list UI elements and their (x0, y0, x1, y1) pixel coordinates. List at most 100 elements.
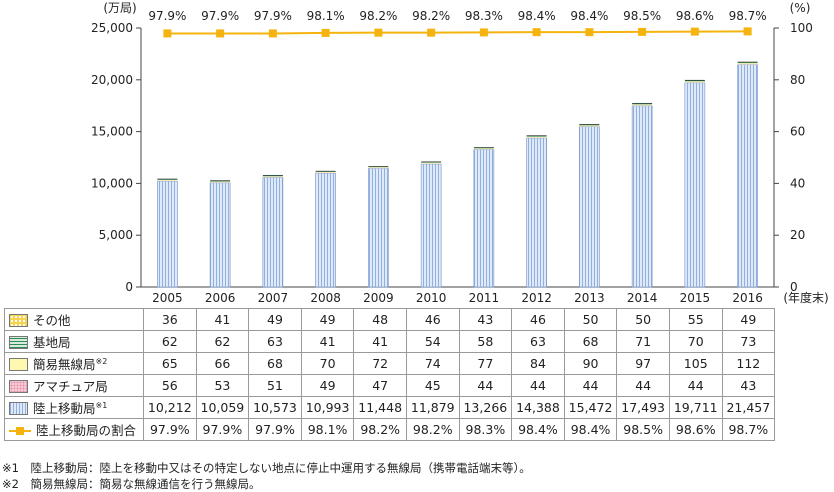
table-cell: 112 (721, 352, 776, 375)
bar-segment-simple (210, 181, 231, 183)
table-cell: 41 (353, 330, 407, 353)
bar-segment-other (684, 79, 705, 81)
x-tick-label: 2010 (416, 291, 447, 305)
table-cell: 63 (248, 330, 302, 353)
bar-segment-amateur (632, 105, 653, 106)
table-cell: 10,212 (143, 396, 197, 419)
table-cell: 68 (248, 352, 302, 375)
bar-segment-other (368, 166, 389, 167)
bar-segment-land-mobile (631, 105, 653, 288)
table-cell: 19,711 (668, 396, 723, 419)
bar-segment-amateur (157, 180, 178, 182)
table-cell: 66 (195, 352, 250, 375)
bar-segment-amateur (210, 182, 231, 183)
bar-segment-base (737, 62, 758, 64)
bar-segment-land-mobile (526, 137, 547, 288)
row-label-text: その他 (33, 313, 71, 328)
bar-segment-base (210, 180, 231, 182)
bar-segment-base (262, 175, 283, 177)
bar-segment-amateur (315, 172, 336, 174)
footnotes: ※1 陸上移動局：陸上を移動中又はその特定しない地点に停止中運用する無線局（携帯… (2, 460, 531, 492)
bar-segment-land-mobile (315, 172, 336, 288)
bar-segment-simple (262, 176, 283, 177)
ratio-marker (743, 27, 752, 36)
row-label-base: 基地局 (4, 330, 144, 353)
ratio-data-label: 98.5% (623, 9, 661, 23)
table-cell: 62 (143, 330, 197, 353)
table-row-base: 基地局 62 62 63 41 41 54 58 63 68 71 70 73 (4, 330, 776, 353)
ratio-marker (268, 29, 277, 38)
bar-segment-amateur (737, 64, 758, 65)
footnote-1: ※1 陸上移動局：陸上を移動中又はその特定しない地点に停止中運用する無線局（携帯… (2, 461, 531, 475)
bar-segment-land-mobile (157, 180, 178, 288)
row-label-text: 基地局 (33, 335, 71, 350)
table-cell: 50 (563, 308, 618, 331)
right-tick-label: 20 (790, 228, 805, 242)
x-tick-label: 2012 (521, 291, 552, 305)
table-cell: 41 (300, 330, 355, 353)
x-tick-label: 2008 (310, 291, 341, 305)
table-cell: 21,457 (721, 396, 776, 419)
row-footnote-mark: ※2 (95, 356, 108, 366)
ratio-marker (216, 29, 225, 38)
right-tick-label: 80 (790, 73, 805, 87)
bar-segment-base (526, 135, 547, 137)
table-cell: 53 (195, 374, 250, 397)
bar-segment-other (210, 180, 231, 181)
table-cell: 41 (195, 308, 250, 331)
bar-segment-base (473, 147, 494, 149)
x-tick-label: 2007 (258, 291, 289, 305)
table-cell: 98.4% (563, 418, 618, 441)
table-cell: 68 (563, 330, 618, 353)
bar-segment-other (579, 124, 600, 125)
table-cell: 11,879 (405, 396, 460, 419)
table-cell: 55 (668, 308, 723, 331)
bar-segment-amateur (368, 167, 389, 169)
table-cell: 14,388 (511, 396, 565, 419)
x-tick-label: 2015 (680, 291, 711, 305)
x-tick-label: 2014 (627, 291, 658, 305)
bar-segment-amateur (579, 126, 600, 127)
left-tick-label: 15,000 (91, 125, 133, 139)
right-tick-label: 40 (790, 176, 805, 190)
ratio-marker (638, 27, 647, 36)
x-tick-label: 2013 (574, 291, 605, 305)
bar-segment-simple (632, 104, 653, 106)
row-label-text: 陸上移動局の割合 (36, 423, 137, 438)
right-tick-label: 60 (790, 125, 805, 139)
ratio-data-label: 98.7% (729, 9, 767, 23)
table-cell: 44 (616, 374, 670, 397)
bar-segment-base (157, 179, 178, 180)
x-tick-label: 2011 (469, 291, 500, 305)
row-footnote-mark: ※1 (95, 400, 108, 410)
bar-segment-amateur (684, 82, 705, 83)
table-row-ratio: 陸上移動局の割合 97.9% 97.9% 97.9% 98.1% 98.2% 98.2% 98… (4, 418, 776, 441)
table-cell: 49 (248, 308, 302, 331)
table-cell: 98.5% (616, 418, 670, 441)
table-cell: 63 (511, 330, 565, 353)
table-cell: 84 (511, 352, 565, 375)
ratio-marker (690, 27, 699, 36)
row-label-amateur: アマチュア局 (4, 374, 144, 397)
table-cell: 44 (458, 374, 513, 397)
bar-segment-base (421, 162, 442, 163)
bar-segment-simple (473, 148, 494, 150)
row-label-text: アマチュア局 (33, 379, 108, 394)
table-cell: 97 (616, 352, 670, 375)
bar-segment-simple (421, 162, 442, 164)
legend-swatch-land (9, 402, 28, 415)
table-row-other: その他 36 41 49 49 48 46 43 46 50 50 55 49 (4, 308, 776, 331)
bar-segment-land-mobile (473, 149, 495, 288)
table-cell: 54 (405, 330, 460, 353)
bar-segment-other (632, 102, 653, 104)
table-cell: 50 (616, 308, 670, 331)
bar-segment-land-mobile (684, 82, 706, 288)
ratio-marker (532, 28, 541, 37)
legend-swatch-amateur (9, 380, 28, 393)
left-axis-unit: (万局) (103, 1, 136, 15)
row-label-other: その他 (4, 308, 144, 331)
ratio-data-label: 98.1% (307, 9, 345, 23)
bar-segment-other (737, 61, 758, 63)
bar-segment-land-mobile (420, 163, 442, 288)
table-cell: 73 (721, 330, 776, 353)
